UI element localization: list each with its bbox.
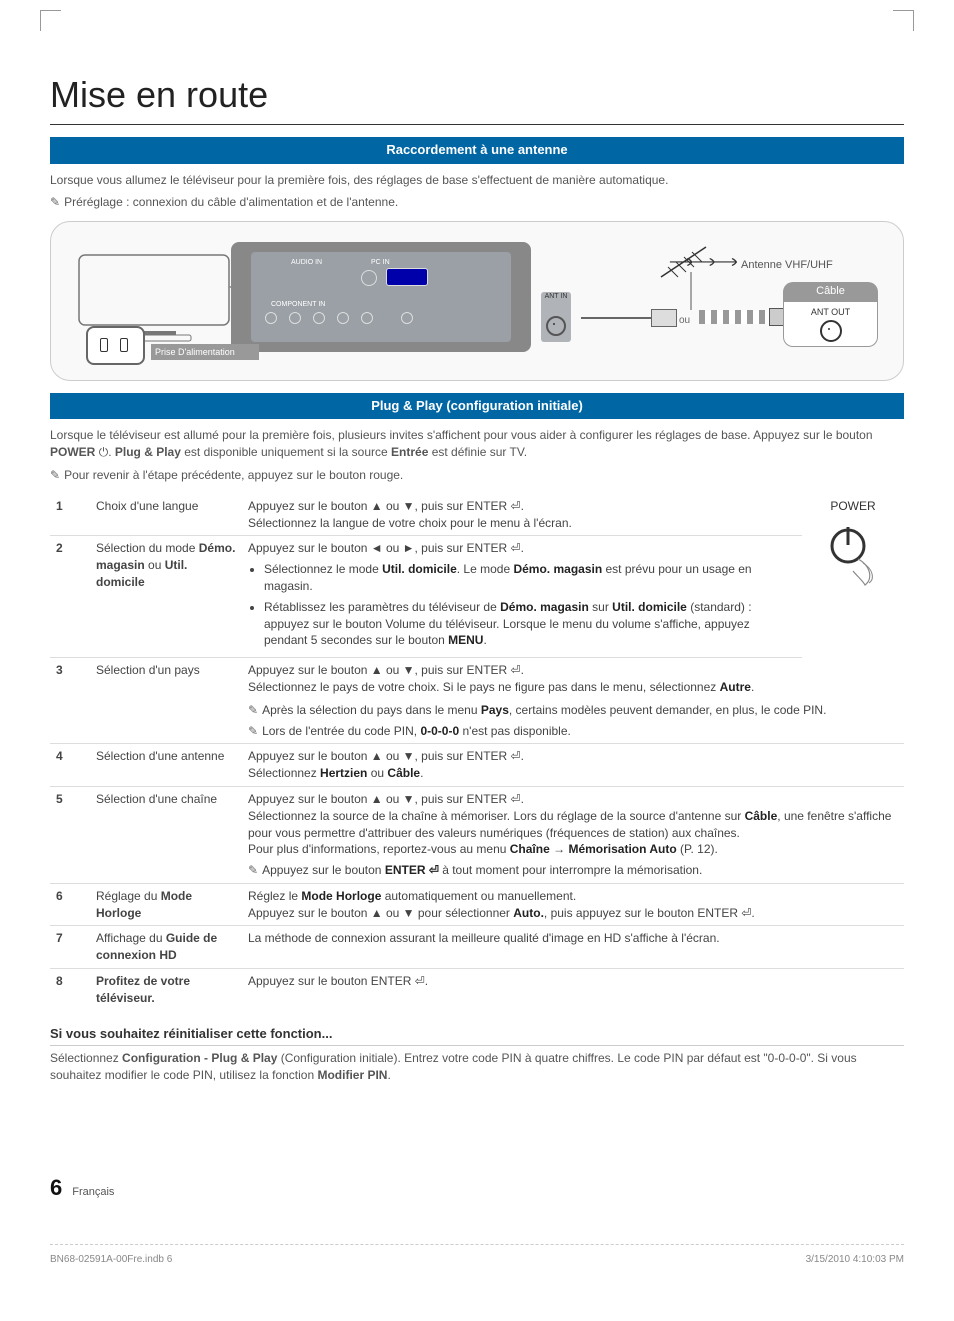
power-button-icon: [823, 521, 883, 591]
step-desc-8: Appuyez sur le bouton ENTER ⏎.: [242, 969, 904, 1011]
step-label-8: Profitez de votre téléviseur.: [90, 969, 242, 1011]
reset-body: Sélectionnez Configuration - Plug & Play…: [50, 1050, 904, 1084]
cable-connector-1: [651, 309, 677, 327]
step-num-5: 5: [50, 786, 90, 883]
step-desc-3: Appuyez sur le bouton ▲ ou ▼, puis sur E…: [242, 658, 904, 744]
step-num-4: 4: [50, 744, 90, 787]
section-plugplay-bar: Plug & Play (configuration initiale): [50, 393, 904, 419]
step-label-1: Choix d'une langue: [90, 494, 242, 536]
step-row-4: 4 Sélection d'une antenne Appuyez sur le…: [50, 744, 904, 787]
antenna-note: Préréglage : connexion du câble d'alimen…: [50, 194, 904, 211]
step-num-8: 8: [50, 969, 90, 1011]
step-row-7: 7 Affichage du Guide de connexion HD La …: [50, 926, 904, 969]
step-row-5: 5 Sélection d'une chaîne Appuyez sur le …: [50, 786, 904, 883]
step-label-2: Sélection du mode Démo. magasin ou Util.…: [90, 536, 242, 658]
ant-out-label: ANT OUT: [788, 306, 873, 319]
step-num-7: 7: [50, 926, 90, 969]
power-plug-label: Prise D'alimentation: [151, 344, 259, 361]
plugplay-intro: Lorsque le téléviseur est allumé pour la…: [50, 427, 904, 461]
step-row-8: 8 Profitez de votre téléviseur. Appuyez …: [50, 969, 904, 1011]
step-label-5: Sélection d'une chaîne: [90, 786, 242, 883]
connection-diagram: AUDIO IN PC IN COMPONENT IN Prise D'alim…: [50, 221, 904, 381]
step-label-7: Affichage du Guide de connexion HD: [90, 926, 242, 969]
plugplay-note: Pour revenir à l'étape précédente, appuy…: [50, 467, 904, 484]
step-row-6: 6 Réglage du Mode Horloge Réglez le Mode…: [50, 883, 904, 926]
step-desc-6: Réglez le Mode Horloge automatiquement o…: [242, 883, 904, 926]
antenna-intro: Lorsque vous allumez le téléviseur pour …: [50, 172, 904, 189]
ant-in-label: ANT IN: [545, 293, 568, 300]
step-row-2: 2 Sélection du mode Démo. magasin ou Uti…: [50, 536, 904, 658]
ant-in-port: ANT IN: [541, 292, 571, 342]
step-desc-7: La méthode de connexion assurant la meil…: [242, 926, 904, 969]
pc-in-label: PC IN: [371, 258, 390, 268]
page-number: 6: [50, 1173, 62, 1204]
power-label: POWER: [808, 498, 898, 515]
step-num-6: 6: [50, 883, 90, 926]
step-row-3: 3 Sélection d'un pays Appuyez sur le bou…: [50, 658, 904, 744]
cable-title: Câble: [783, 282, 878, 301]
step-label-3: Sélection d'un pays: [90, 658, 242, 744]
cable-line-1: [581, 317, 651, 319]
audio-in-label: AUDIO IN: [291, 258, 322, 268]
step-desc-4: Appuyez sur le bouton ▲ ou ▼, puis sur E…: [242, 744, 904, 787]
step-row-1: 1 Choix d'une langue Appuyez sur le bout…: [50, 494, 904, 536]
antenna-label: Antenne VHF/UHF: [741, 258, 833, 273]
step-num-1: 1: [50, 494, 90, 536]
step-desc-2: Appuyez sur le bouton ◄ ou ►, puis sur E…: [242, 536, 802, 658]
power-plug-icon: [86, 326, 145, 365]
footer-file: BN68-02591A-00Fre.indb 6: [50, 1253, 172, 1267]
reset-title: Si vous souhaitez réinitialiser cette fo…: [50, 1025, 904, 1046]
page-language: Français: [72, 1185, 114, 1200]
step-num-2: 2: [50, 536, 90, 658]
step-label-4: Sélection d'une antenne: [90, 744, 242, 787]
steps-table: 1 Choix d'une langue Appuyez sur le bout…: [50, 494, 904, 1011]
step-label-6: Réglage du Mode Horloge: [90, 883, 242, 926]
page-title: Mise en route: [50, 70, 904, 125]
ant-out-port: [820, 320, 842, 342]
component-in-label: COMPONENT IN: [271, 300, 325, 310]
antenna-down-line: [681, 272, 721, 317]
section-antenna-bar: Raccordement à une antenne: [50, 137, 904, 163]
footer-timestamp: 3/15/2010 4:10:03 PM: [806, 1253, 904, 1267]
step-num-3: 3: [50, 658, 90, 744]
step-desc-5: Appuyez sur le bouton ▲ ou ▼, puis sur E…: [242, 786, 904, 883]
footer: BN68-02591A-00Fre.indb 6 3/15/2010 4:10:…: [50, 1244, 904, 1267]
cable-wall-box: Câble ANT OUT: [783, 282, 878, 347]
step-desc-1: Appuyez sur le bouton ▲ ou ▼, puis sur E…: [242, 494, 802, 536]
ports-panel: AUDIO IN PC IN COMPONENT IN: [251, 252, 511, 342]
